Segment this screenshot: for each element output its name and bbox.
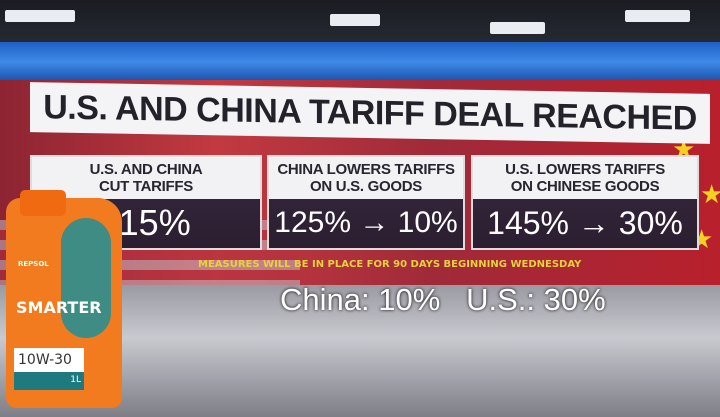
product-name: SMARTER (16, 298, 102, 317)
panel-value: 125% → 10% (274, 206, 458, 239)
caption: MEASURES WILL BE IN PLACE FOR 90 DAYS BE… (198, 259, 582, 270)
panel-heading: ON U.S. GOODS (310, 178, 422, 195)
studio-light (330, 14, 380, 26)
panel-heading: CHINA LOWERS TARIFFS (277, 161, 455, 178)
studio-light (5, 10, 75, 22)
china-flag-star: ★ (700, 180, 720, 210)
bottle-cap (20, 190, 66, 216)
panel-value: 145% → 30% (487, 205, 683, 241)
studio-light (625, 10, 690, 22)
panel-heading: CUT TARIFFS (99, 178, 193, 195)
oil-bottle-ad: REPSOL SMARTER 10W-30 1L (6, 190, 122, 408)
panel-heading: U.S. AND CHINA (89, 161, 203, 178)
panel-heading: ON CHINESE GOODS (510, 178, 660, 195)
panel-heading: U.S. LOWERS TARIFFS (505, 161, 665, 178)
blue-light-band (0, 42, 720, 82)
volume: 1L (14, 372, 84, 390)
brand-logo: REPSOL (18, 260, 49, 268)
overlay-text: China: 10% U.S.: 30% (280, 282, 606, 317)
swirl-graphic (61, 218, 111, 338)
studio-light (490, 22, 545, 34)
oil-grade: 10W-30 (14, 348, 84, 372)
panel-china-tariffs: CHINA LOWERS TARIFFS ON U.S. GOODS 125% →… (267, 155, 465, 250)
panel-us-tariffs: U.S. LOWERS TARIFFS ON CHINESE GOODS 145%… (471, 155, 699, 250)
